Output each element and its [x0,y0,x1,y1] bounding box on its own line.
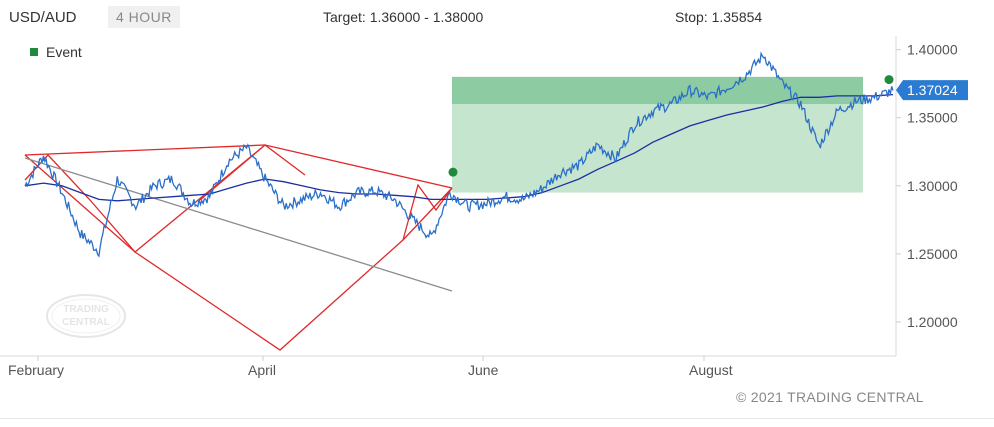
current-price-tag: 1.37024 [896,80,968,101]
symbol-label[interactable]: USD/AUD [9,9,77,26]
y-tick-label-4: 1.20000 [907,314,958,330]
event-markers [448,75,894,177]
x-tick-label-0: February [8,362,64,378]
y-tick-label-0: 1.40000 [907,42,958,58]
y-tick-label-2: 1.30000 [907,178,958,194]
timeframe-button[interactable]: 4 HOUR [108,6,180,28]
x-tick-label-1: April [248,362,276,378]
y-axis: 1.40000 1.35000 1.30000 1.25000 1.20000 [896,42,958,330]
y-tick-label-1: 1.35000 [907,110,958,126]
stop-label: Stop: 1.35854 [675,9,763,25]
pattern-line-5 [199,144,306,201]
target-label: Target: 1.36000 - 1.38000 [323,9,484,25]
trend-line [24,157,453,292]
event-legend-swatch [30,48,38,56]
x-tick-label-3: August [689,362,733,378]
price-line [24,51,894,258]
chart-header: USD/AUD 4 HOUR Target: 1.36000 - 1.38000… [0,0,994,36]
watermark-line2: CENTRAL [62,317,110,328]
moving-average-line [24,93,894,202]
projection-zone [452,104,863,193]
pattern-line-2 [134,187,453,351]
legend: Event [30,44,82,60]
price-chart[interactable]: TRADING CENTRAL 1.40000 1.35000 1.30000 1.2… [0,0,994,390]
event-marker-1 [884,75,894,85]
y-tick-label-3: 1.25000 [907,246,958,262]
event-marker-0 [448,167,458,177]
watermark-line1: TRADING [63,304,109,315]
x-axis: February April June August [8,356,733,378]
event-legend-label: Event [46,44,82,60]
target-zone [452,76,863,105]
trading-central-watermark: TRADING CENTRAL [46,294,126,338]
current-price-value: 1.37024 [907,82,958,98]
x-tick-label-2: June [468,362,499,378]
footer-divider [0,418,994,419]
copyright-text: © 2021 TRADING CENTRAL [736,389,924,405]
